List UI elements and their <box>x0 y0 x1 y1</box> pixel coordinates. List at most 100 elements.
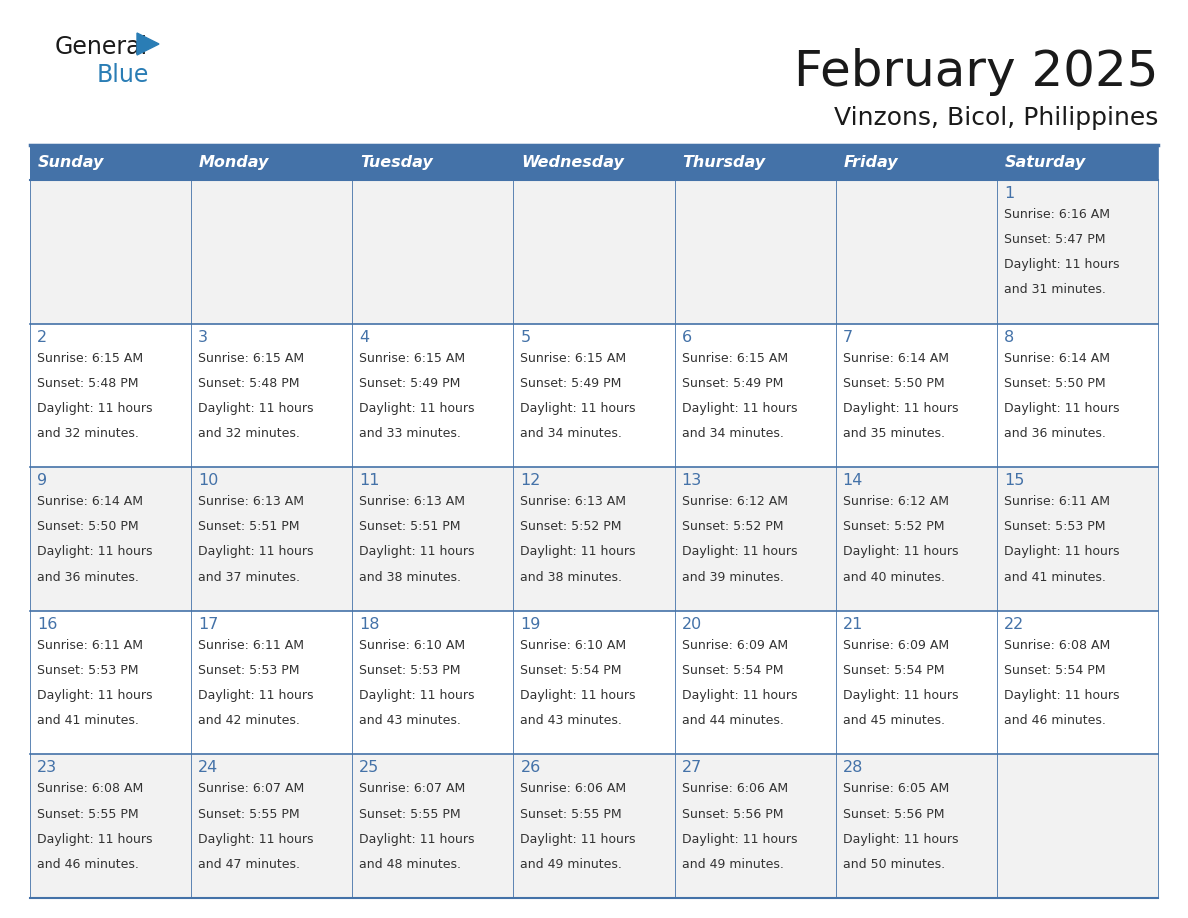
Text: Sunset: 5:53 PM: Sunset: 5:53 PM <box>359 664 461 677</box>
Text: Sunset: 5:54 PM: Sunset: 5:54 PM <box>520 664 623 677</box>
Text: Daylight: 11 hours: Daylight: 11 hours <box>359 545 475 558</box>
Text: and 43 minutes.: and 43 minutes. <box>520 714 623 727</box>
Bar <box>191 145 353 180</box>
Text: Sunrise: 6:13 AM: Sunrise: 6:13 AM <box>520 495 626 509</box>
Text: 4: 4 <box>359 330 369 344</box>
Text: 6: 6 <box>682 330 691 344</box>
Text: and 48 minutes.: and 48 minutes. <box>359 857 461 871</box>
Text: Sunset: 5:48 PM: Sunset: 5:48 PM <box>37 376 139 390</box>
Text: Sunset: 5:51 PM: Sunset: 5:51 PM <box>359 521 461 533</box>
Text: and 32 minutes.: and 32 minutes. <box>198 427 301 440</box>
Text: 12: 12 <box>520 473 541 488</box>
Text: Sunrise: 6:07 AM: Sunrise: 6:07 AM <box>359 782 466 795</box>
Text: and 44 minutes.: and 44 minutes. <box>682 714 783 727</box>
Text: Sunset: 5:47 PM: Sunset: 5:47 PM <box>1004 233 1105 246</box>
Text: 14: 14 <box>842 473 864 488</box>
Text: Tuesday: Tuesday <box>360 155 434 170</box>
Text: Daylight: 11 hours: Daylight: 11 hours <box>682 833 797 845</box>
Text: Sunset: 5:55 PM: Sunset: 5:55 PM <box>198 808 299 821</box>
Bar <box>353 145 513 180</box>
Text: General: General <box>55 35 148 59</box>
Text: Sunrise: 6:14 AM: Sunrise: 6:14 AM <box>37 495 143 509</box>
Text: Daylight: 11 hours: Daylight: 11 hours <box>198 402 314 415</box>
Text: and 37 minutes.: and 37 minutes. <box>198 571 301 584</box>
Text: 20: 20 <box>682 617 702 632</box>
Text: Sunrise: 6:08 AM: Sunrise: 6:08 AM <box>37 782 144 795</box>
Text: 28: 28 <box>842 760 864 776</box>
Text: Sunrise: 6:13 AM: Sunrise: 6:13 AM <box>198 495 304 509</box>
Text: Wednesday: Wednesday <box>522 155 625 170</box>
Text: Sunset: 5:50 PM: Sunset: 5:50 PM <box>842 376 944 390</box>
Text: Sunrise: 6:10 AM: Sunrise: 6:10 AM <box>520 639 626 652</box>
Text: 1: 1 <box>1004 186 1015 201</box>
Text: Sunset: 5:50 PM: Sunset: 5:50 PM <box>1004 376 1106 390</box>
Text: Sunrise: 6:10 AM: Sunrise: 6:10 AM <box>359 639 466 652</box>
Text: 27: 27 <box>682 760 702 776</box>
Text: 17: 17 <box>198 617 219 632</box>
Text: Sunset: 5:55 PM: Sunset: 5:55 PM <box>37 808 139 821</box>
Text: 8: 8 <box>1004 330 1015 344</box>
Text: Sunset: 5:51 PM: Sunset: 5:51 PM <box>198 521 299 533</box>
Text: Sunset: 5:52 PM: Sunset: 5:52 PM <box>682 521 783 533</box>
Text: 16: 16 <box>37 617 57 632</box>
Text: and 38 minutes.: and 38 minutes. <box>359 571 461 584</box>
Bar <box>30 180 1158 324</box>
Text: and 34 minutes.: and 34 minutes. <box>520 427 623 440</box>
Text: Sunrise: 6:09 AM: Sunrise: 6:09 AM <box>682 639 788 652</box>
Text: Sunset: 5:56 PM: Sunset: 5:56 PM <box>842 808 944 821</box>
Text: 25: 25 <box>359 760 379 776</box>
Text: and 49 minutes.: and 49 minutes. <box>520 857 623 871</box>
Text: 21: 21 <box>842 617 864 632</box>
Text: Monday: Monday <box>200 155 270 170</box>
Text: 15: 15 <box>1004 473 1024 488</box>
Text: Daylight: 11 hours: Daylight: 11 hours <box>842 833 959 845</box>
Text: 18: 18 <box>359 617 380 632</box>
Text: and 39 minutes.: and 39 minutes. <box>682 571 783 584</box>
Text: Sunrise: 6:15 AM: Sunrise: 6:15 AM <box>37 352 143 364</box>
Text: Sunrise: 6:06 AM: Sunrise: 6:06 AM <box>520 782 626 795</box>
Bar <box>30 324 1158 467</box>
Text: and 49 minutes.: and 49 minutes. <box>682 857 783 871</box>
Text: Sunrise: 6:15 AM: Sunrise: 6:15 AM <box>198 352 304 364</box>
Text: Daylight: 11 hours: Daylight: 11 hours <box>1004 402 1119 415</box>
Text: Sunrise: 6:09 AM: Sunrise: 6:09 AM <box>842 639 949 652</box>
Text: Sunrise: 6:12 AM: Sunrise: 6:12 AM <box>842 495 949 509</box>
Text: February 2025: February 2025 <box>794 48 1158 96</box>
Text: and 34 minutes.: and 34 minutes. <box>682 427 783 440</box>
Text: and 41 minutes.: and 41 minutes. <box>37 714 139 727</box>
Text: Friday: Friday <box>843 155 898 170</box>
Text: Sunrise: 6:07 AM: Sunrise: 6:07 AM <box>198 782 304 795</box>
Polygon shape <box>137 33 159 55</box>
Text: and 31 minutes.: and 31 minutes. <box>1004 284 1106 297</box>
Text: Daylight: 11 hours: Daylight: 11 hours <box>37 545 152 558</box>
Text: Daylight: 11 hours: Daylight: 11 hours <box>37 833 152 845</box>
Bar <box>30 145 191 180</box>
Text: Sunrise: 6:15 AM: Sunrise: 6:15 AM <box>359 352 466 364</box>
Text: Sunset: 5:56 PM: Sunset: 5:56 PM <box>682 808 783 821</box>
Text: Sunday: Sunday <box>38 155 105 170</box>
Text: and 41 minutes.: and 41 minutes. <box>1004 571 1106 584</box>
Text: 23: 23 <box>37 760 57 776</box>
Text: Sunset: 5:53 PM: Sunset: 5:53 PM <box>198 664 299 677</box>
Text: Sunset: 5:49 PM: Sunset: 5:49 PM <box>520 376 621 390</box>
Text: Daylight: 11 hours: Daylight: 11 hours <box>682 402 797 415</box>
Text: and 36 minutes.: and 36 minutes. <box>37 571 139 584</box>
Text: Sunset: 5:50 PM: Sunset: 5:50 PM <box>37 521 139 533</box>
Text: Daylight: 11 hours: Daylight: 11 hours <box>520 689 636 702</box>
Text: Sunrise: 6:16 AM: Sunrise: 6:16 AM <box>1004 208 1110 221</box>
Text: Sunset: 5:53 PM: Sunset: 5:53 PM <box>37 664 139 677</box>
Bar <box>675 145 835 180</box>
Text: 19: 19 <box>520 617 541 632</box>
Text: 7: 7 <box>842 330 853 344</box>
Bar <box>30 755 1158 898</box>
Text: and 40 minutes.: and 40 minutes. <box>842 571 944 584</box>
Text: Sunrise: 6:14 AM: Sunrise: 6:14 AM <box>1004 352 1110 364</box>
Text: Sunrise: 6:08 AM: Sunrise: 6:08 AM <box>1004 639 1110 652</box>
Text: and 32 minutes.: and 32 minutes. <box>37 427 139 440</box>
Text: and 35 minutes.: and 35 minutes. <box>842 427 944 440</box>
Bar <box>835 145 997 180</box>
Text: Daylight: 11 hours: Daylight: 11 hours <box>198 689 314 702</box>
Bar <box>30 467 1158 610</box>
Text: 3: 3 <box>198 330 208 344</box>
Text: 2: 2 <box>37 330 48 344</box>
